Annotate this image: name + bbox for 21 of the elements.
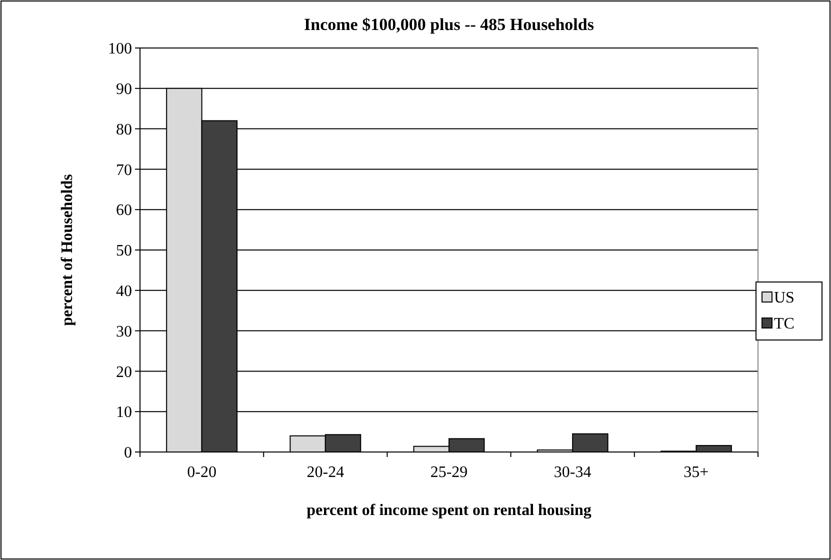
y-tick-label: 0: [124, 444, 132, 462]
y-tick-label: 70: [116, 162, 132, 179]
x-tick-label: 20-24: [306, 464, 344, 481]
legend-label: TC: [774, 316, 794, 333]
y-tick-label: 40: [116, 283, 132, 300]
y-tick-label: 30: [116, 323, 132, 340]
chart-title: Income $100,000 plus -- 485 Households: [304, 15, 594, 34]
x-tick-label: 30-34: [554, 464, 592, 481]
x-tick-label: 0-20: [187, 464, 216, 481]
y-tick-label: 20: [116, 364, 132, 381]
legend-label: US: [774, 290, 794, 307]
y-tick-label: 60: [116, 202, 132, 220]
y-axis-title: percent of Households: [59, 174, 76, 326]
y-tick-label: 10: [116, 404, 132, 422]
y-tick-label: 80: [116, 121, 132, 138]
x-tick-label: 35+: [684, 464, 709, 481]
y-tick-label: 90: [116, 81, 132, 98]
y-tick-label: 100: [108, 40, 132, 58]
y-tick-label: 50: [116, 242, 132, 260]
x-tick-label: 25-29: [430, 464, 468, 481]
x-axis-title: percent of income spent on rental housing: [306, 502, 592, 519]
